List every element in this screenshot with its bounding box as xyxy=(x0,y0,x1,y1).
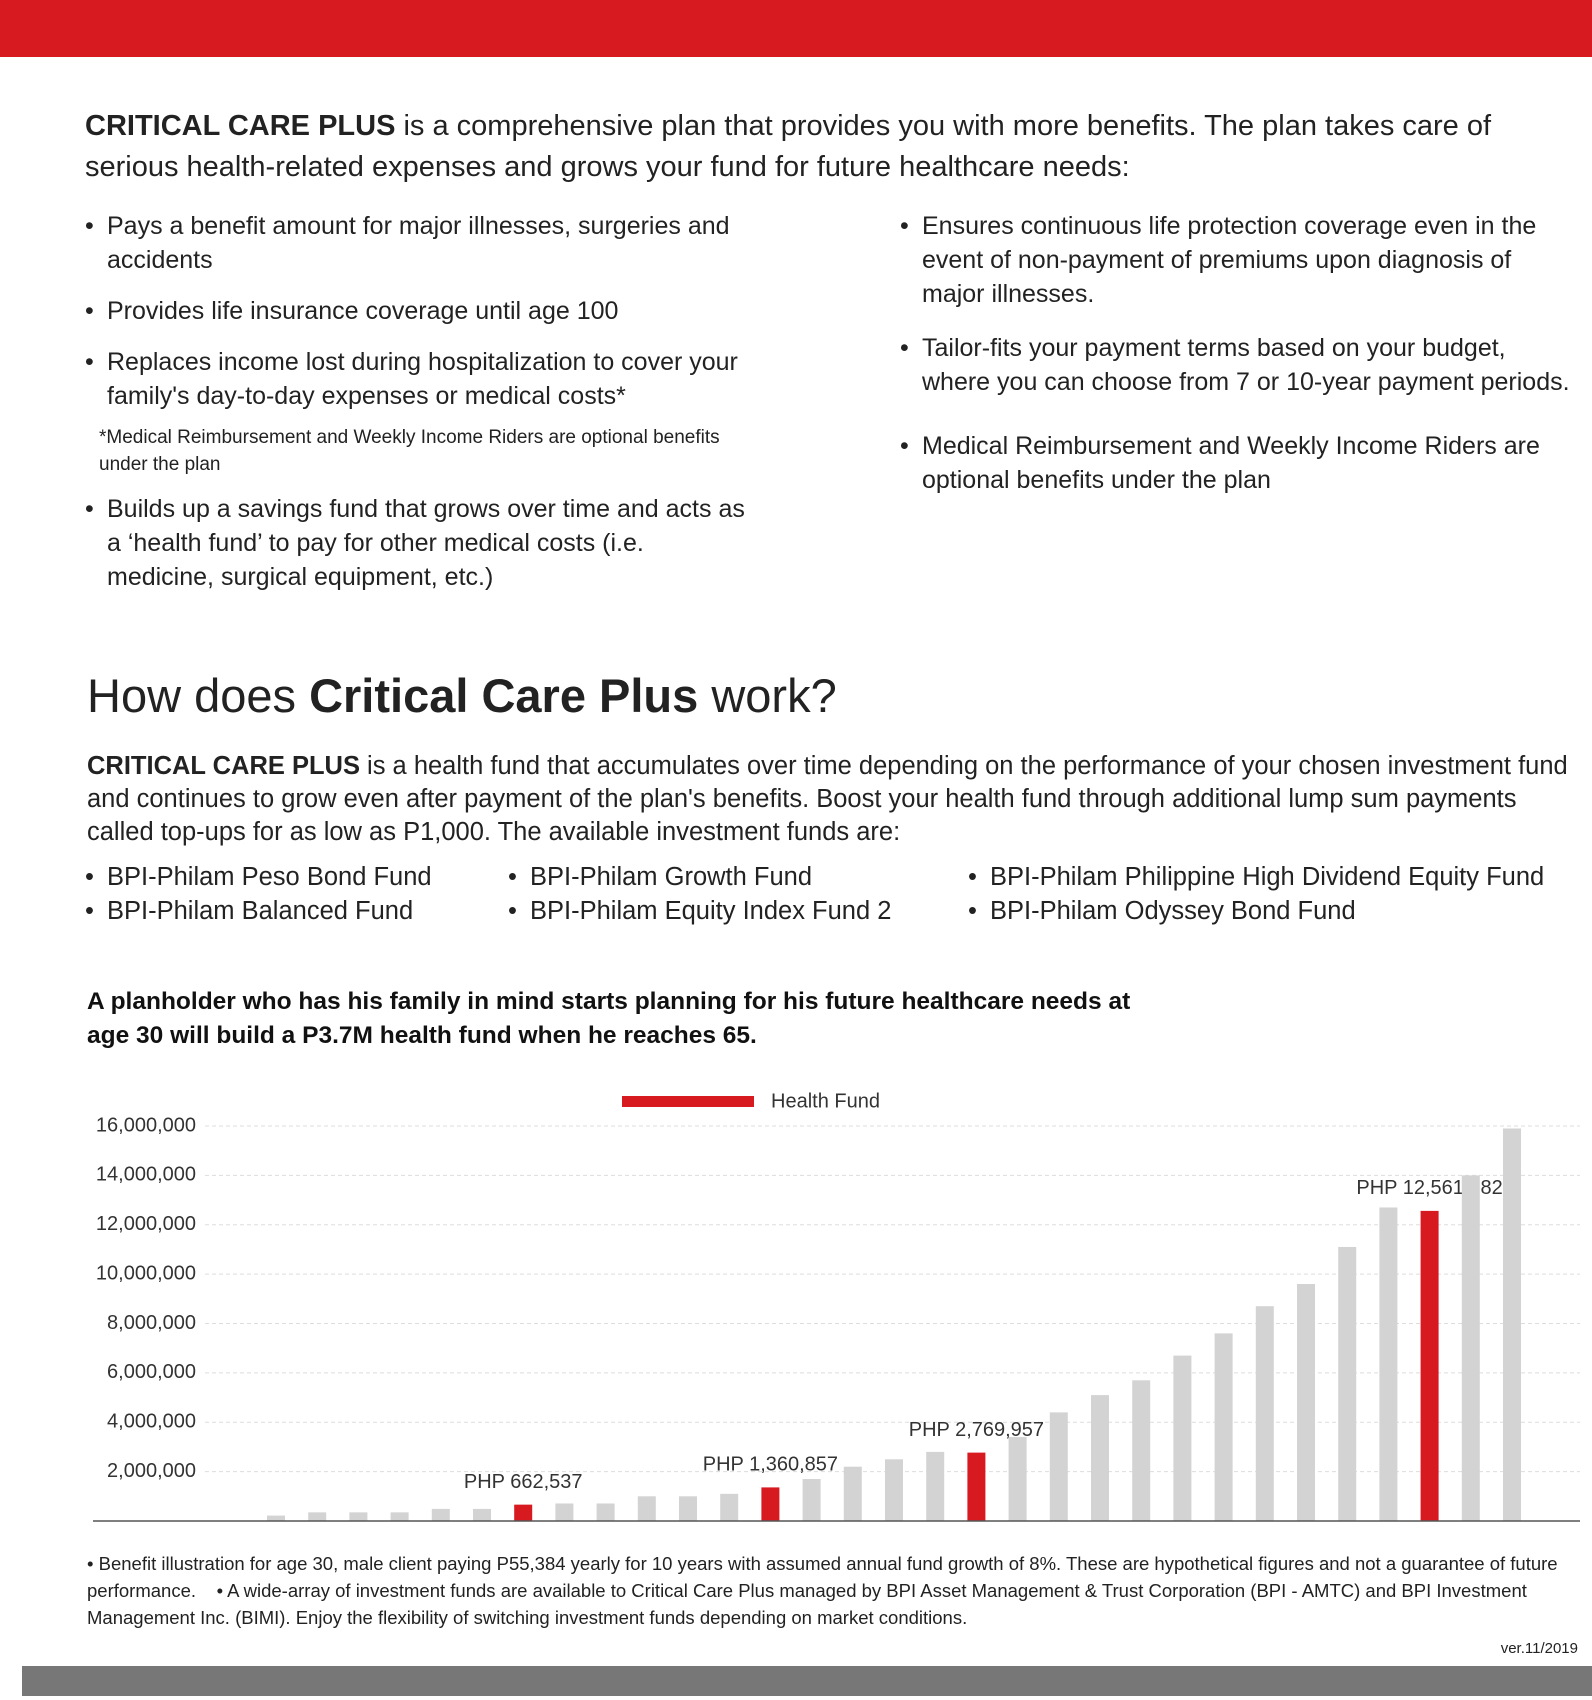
top-bar xyxy=(0,0,1592,57)
y-tick-label: 10,000,000 xyxy=(96,1262,196,1284)
heading-text: How does xyxy=(87,669,310,722)
bar xyxy=(1008,1437,1027,1521)
bar xyxy=(1461,1175,1480,1521)
benefit: Medical Reimbursement and Weekly Income … xyxy=(900,429,1580,497)
how-lead: CRITICAL CARE PLUS xyxy=(87,752,360,780)
example-text: A planholder who has his family in mind … xyxy=(87,988,1131,1049)
benefit: Builds up a savings fund that grows over… xyxy=(85,492,755,594)
bar xyxy=(1132,1380,1151,1521)
legend-label: Health Fund xyxy=(771,1090,880,1112)
bar xyxy=(720,1493,739,1521)
y-tick-label: 12,000,000 xyxy=(96,1213,196,1235)
bar xyxy=(555,1503,574,1521)
benefit: Pays a benefit amount for major illnesse… xyxy=(85,209,755,277)
bar xyxy=(885,1459,903,1521)
bar xyxy=(390,1512,409,1521)
bar xyxy=(637,1496,656,1521)
fund-list: BPI-Philam Philippine High Dividend Equi… xyxy=(968,860,1544,928)
benefit-note: *Medical Reimbursement and Weekly Income… xyxy=(99,427,720,475)
bar xyxy=(1255,1306,1274,1521)
intro: CRITICAL CARE PLUS is a comprehensive pl… xyxy=(85,106,1555,188)
bar xyxy=(1049,1412,1068,1521)
intro-lead: CRITICAL CARE PLUS xyxy=(85,110,396,142)
bar xyxy=(679,1496,697,1521)
benefit-list: Pays a benefit amount for major illnesse… xyxy=(85,209,755,413)
bar xyxy=(802,1479,821,1521)
legend-swatch xyxy=(622,1096,754,1107)
bar xyxy=(843,1466,862,1521)
y-tick-label: 16,000,000 xyxy=(96,1114,196,1136)
version: ver.11/2019 xyxy=(1500,1640,1578,1657)
fund: BPI-Philam Peso Bond Fund xyxy=(85,860,432,894)
bar xyxy=(1379,1207,1398,1521)
value-label: PHP 1,360,857 xyxy=(703,1454,838,1476)
benefit: Tailor-fits your payment terms based on … xyxy=(900,331,1580,399)
bar xyxy=(967,1452,986,1521)
fund-list: BPI-Philam Growth Fund BPI-Philam Equity… xyxy=(508,860,891,928)
bullet: • xyxy=(216,1580,228,1601)
benefits-right: Ensures continuous life protection cover… xyxy=(900,209,1580,514)
bar xyxy=(349,1512,368,1521)
footnotes: • Benefit illustration for age 30, male … xyxy=(87,1550,1587,1631)
bar xyxy=(761,1487,780,1521)
bar xyxy=(308,1512,327,1521)
benefit: Replaces income lost during hospitalizat… xyxy=(85,345,755,413)
bar xyxy=(1420,1210,1439,1521)
fund-list: BPI-Philam Peso Bond Fund BPI-Philam Bal… xyxy=(85,860,432,928)
benefits-left: Pays a benefit amount for major illnesse… xyxy=(85,209,755,611)
benefit-list: Builds up a savings fund that grows over… xyxy=(85,492,755,594)
fund: BPI-Philam Odyssey Bond Fund xyxy=(968,894,1544,928)
benefit-list: Ensures continuous life protection cover… xyxy=(900,209,1580,497)
value-label: PHP 662,537 xyxy=(464,1471,583,1493)
y-tick-label: 6,000,000 xyxy=(107,1361,196,1383)
bar xyxy=(267,1515,285,1521)
bar xyxy=(1503,1128,1521,1521)
bar xyxy=(1297,1284,1315,1521)
y-tick-label: 4,000,000 xyxy=(107,1411,196,1433)
bullet: • xyxy=(87,1553,99,1574)
bottom-bar xyxy=(22,1666,1592,1696)
bar xyxy=(514,1504,533,1521)
bar xyxy=(473,1508,491,1521)
value-label: PHP 2,769,957 xyxy=(909,1419,1044,1441)
bar xyxy=(1173,1355,1192,1521)
y-tick-label: 2,000,000 xyxy=(107,1460,196,1482)
bar xyxy=(431,1508,450,1521)
heading-bold: Critical Care Plus xyxy=(309,669,699,722)
value-label: PHP 12,561,282 xyxy=(1356,1177,1502,1199)
footnote: Benefit illustration for age 30, male cl… xyxy=(87,1553,1558,1601)
fund: BPI-Philam Growth Fund xyxy=(508,860,891,894)
bar xyxy=(596,1503,615,1521)
fund: BPI-Philam Balanced Fund xyxy=(85,894,432,928)
heading-text: work? xyxy=(698,669,837,722)
footnote: A wide-array of investment funds are ava… xyxy=(87,1580,1527,1628)
heading: How does Critical Care Plus work? xyxy=(87,668,837,723)
bar xyxy=(926,1451,945,1521)
y-tick-label: 14,000,000 xyxy=(96,1164,196,1186)
bar xyxy=(1091,1395,1109,1521)
fund: BPI-Philam Philippine High Dividend Equi… xyxy=(968,860,1544,894)
y-tick-label: 8,000,000 xyxy=(107,1312,196,1334)
fund: BPI-Philam Equity Index Fund 2 xyxy=(508,894,891,928)
chart: 2,000,000 4,000,000 6,000,000 8,000,000 10,0… xyxy=(93,1090,1580,1522)
how-body: is a health fund that accumulates over t… xyxy=(87,752,1568,846)
how-text: CRITICAL CARE PLUS is a health fund that… xyxy=(87,750,1577,849)
intro-text: is a comprehensive plan that provides yo… xyxy=(85,110,1492,183)
benefit: Ensures continuous life protection cover… xyxy=(900,209,1580,311)
benefit: Provides life insurance coverage until a… xyxy=(85,294,755,328)
bar xyxy=(1338,1246,1357,1521)
bar xyxy=(1214,1333,1233,1521)
